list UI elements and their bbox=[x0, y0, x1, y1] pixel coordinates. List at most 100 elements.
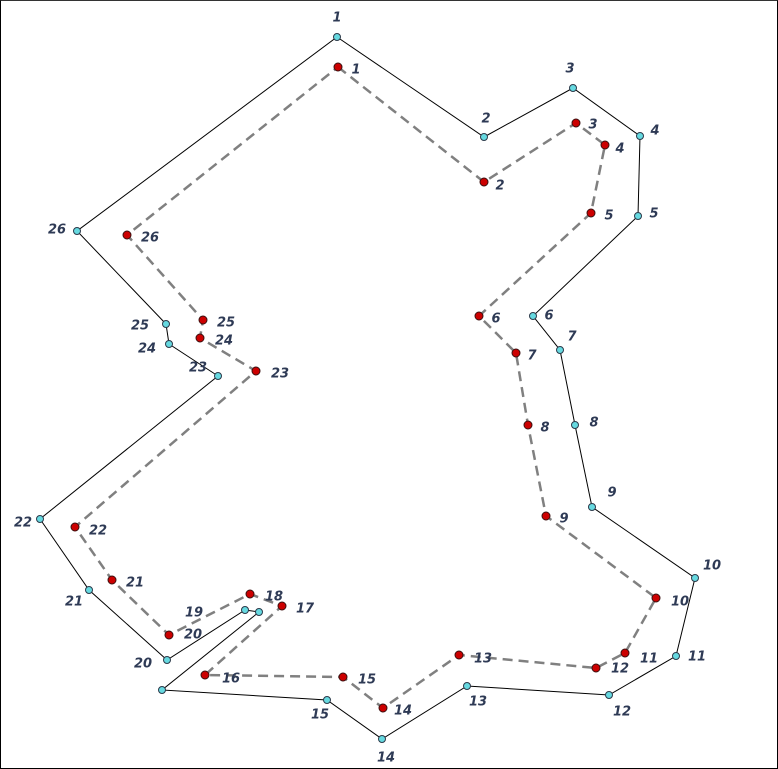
outer-vertex-marker bbox=[480, 133, 488, 141]
inner-vertex-label: 18 bbox=[265, 590, 283, 605]
inner-vertex-marker bbox=[620, 648, 630, 658]
outer-vertex-label: 19 bbox=[185, 606, 203, 621]
inner-vertex-marker bbox=[586, 208, 596, 218]
outer-vertex-marker bbox=[463, 682, 471, 690]
inner-vertex-label: 11 bbox=[640, 652, 658, 667]
inner-vertex-label: 5 bbox=[604, 209, 613, 224]
outer-vertex-label: 26 bbox=[48, 223, 66, 238]
inner-vertex-label: 2 bbox=[495, 179, 504, 194]
outer-vertex-marker bbox=[691, 574, 699, 582]
inner-vertex-marker bbox=[571, 118, 581, 128]
outer-vertex-marker bbox=[588, 503, 596, 511]
inner-vertex-label: 22 bbox=[89, 524, 107, 539]
outer-vertex-label: 10 bbox=[703, 559, 721, 574]
outer-vertex-marker bbox=[378, 735, 386, 743]
outer-vertex-marker bbox=[672, 652, 680, 660]
inner-vertex-marker bbox=[122, 230, 132, 240]
outer-vertex-marker bbox=[85, 586, 93, 594]
inner-vertex-label: 26 bbox=[141, 231, 159, 246]
inner-vertex-label: 15 bbox=[358, 673, 376, 688]
outer-vertex-label: 1 bbox=[332, 11, 341, 26]
outer-vertex-marker bbox=[569, 84, 577, 92]
inner-vertex-marker bbox=[164, 630, 174, 640]
outer-vertex-marker bbox=[529, 312, 537, 320]
outer-polygon-outline bbox=[39, 36, 696, 740]
inner-vertex-marker bbox=[378, 703, 388, 713]
inner-vertex-marker bbox=[651, 593, 661, 603]
inner-vertex-marker bbox=[600, 140, 610, 150]
outer-vertex-label: 8 bbox=[589, 416, 598, 431]
outer-vertex-marker bbox=[163, 656, 171, 664]
inner-vertex-label: 14 bbox=[394, 704, 412, 719]
outer-vertex-marker bbox=[165, 340, 173, 348]
outer-vertex-label: 13 bbox=[469, 695, 487, 710]
inner-vertex-marker bbox=[107, 575, 117, 585]
outer-vertex-marker bbox=[255, 608, 263, 616]
inner-vertex-marker bbox=[195, 333, 205, 343]
outer-vertex-label: 4 bbox=[649, 124, 659, 139]
inner-vertex-marker bbox=[591, 663, 601, 673]
inner-vertex-label: 17 bbox=[296, 602, 315, 617]
outer-vertex-marker bbox=[241, 606, 249, 614]
outer-vertex-markers bbox=[36, 33, 699, 743]
outer-vertex-label: 15 bbox=[311, 708, 329, 723]
inner-vertex-marker bbox=[333, 62, 343, 72]
inner-vertex-marker bbox=[277, 601, 287, 611]
outer-vertex-label: 12 bbox=[613, 705, 631, 720]
outer-vertex-label: 9 bbox=[607, 486, 616, 501]
outer-vertex-marker bbox=[605, 691, 613, 699]
inner-vertex-label: 3 bbox=[588, 118, 597, 133]
outer-vertex-label: 25 bbox=[131, 319, 149, 334]
inner-offset-polygon-outline bbox=[73, 65, 658, 710]
inner-vertex-label: 7 bbox=[527, 349, 537, 364]
outer-vertex-label: 14 bbox=[377, 751, 395, 766]
outer-vertex-marker bbox=[214, 372, 222, 380]
outer-vertex-label: 5 bbox=[649, 207, 658, 222]
inner-vertex-label: 20 bbox=[184, 628, 202, 643]
vertex-labels: 1234567891011121314151920212223242526123… bbox=[14, 11, 721, 766]
outer-vertex-marker bbox=[158, 686, 166, 694]
inner-vertex-marker bbox=[245, 589, 255, 599]
inner-vertex-marker bbox=[454, 650, 464, 660]
inner-vertex-label: 25 bbox=[217, 316, 235, 331]
outer-vertex-label: 22 bbox=[14, 516, 32, 531]
outer-vertex-marker bbox=[73, 227, 81, 235]
inner-vertex-marker bbox=[511, 348, 521, 358]
inner-vertex-label: 21 bbox=[126, 576, 144, 591]
inner-vertex-label: 12 bbox=[611, 662, 629, 677]
outer-vertex-marker bbox=[162, 320, 170, 328]
outer-vertex-marker bbox=[634, 212, 642, 220]
inner-vertex-label: 24 bbox=[215, 334, 233, 349]
inner-vertex-marker bbox=[479, 177, 489, 187]
inner-vertex-label: 4 bbox=[614, 142, 624, 157]
inner-vertex-marker bbox=[523, 420, 533, 430]
inner-polygon-group bbox=[73, 65, 658, 710]
outer-vertex-marker bbox=[636, 132, 644, 140]
inner-vertex-marker bbox=[251, 366, 261, 376]
inner-vertex-markers bbox=[70, 62, 661, 713]
outer-vertex-label: 21 bbox=[65, 595, 83, 610]
outer-vertex-label: 24 bbox=[138, 342, 156, 357]
outer-vertex-marker bbox=[36, 515, 44, 523]
inner-vertex-label: 10 bbox=[671, 595, 689, 610]
inner-vertex-label: 23 bbox=[271, 367, 289, 382]
outer-vertex-marker bbox=[571, 421, 579, 429]
outer-vertex-marker bbox=[556, 346, 564, 354]
inner-vertex-label: 6 bbox=[491, 312, 500, 327]
outer-polygon-group bbox=[39, 36, 696, 740]
outer-vertex-label: 23 bbox=[189, 361, 207, 376]
inner-vertex-marker bbox=[198, 315, 208, 325]
outer-vertex-marker bbox=[323, 696, 331, 704]
inner-vertex-marker bbox=[474, 311, 484, 321]
inner-vertex-label: 16 bbox=[222, 672, 240, 687]
outer-vertex-label: 2 bbox=[481, 112, 490, 127]
inner-vertex-label: 8 bbox=[540, 421, 549, 436]
inner-vertex-label: 9 bbox=[559, 512, 568, 527]
inner-vertex-label: 13 bbox=[474, 652, 492, 667]
inner-vertex-marker bbox=[338, 672, 348, 682]
outer-vertex-label: 7 bbox=[567, 330, 577, 345]
outer-vertex-label: 20 bbox=[134, 657, 152, 672]
outer-vertex-label: 6 bbox=[544, 309, 553, 324]
